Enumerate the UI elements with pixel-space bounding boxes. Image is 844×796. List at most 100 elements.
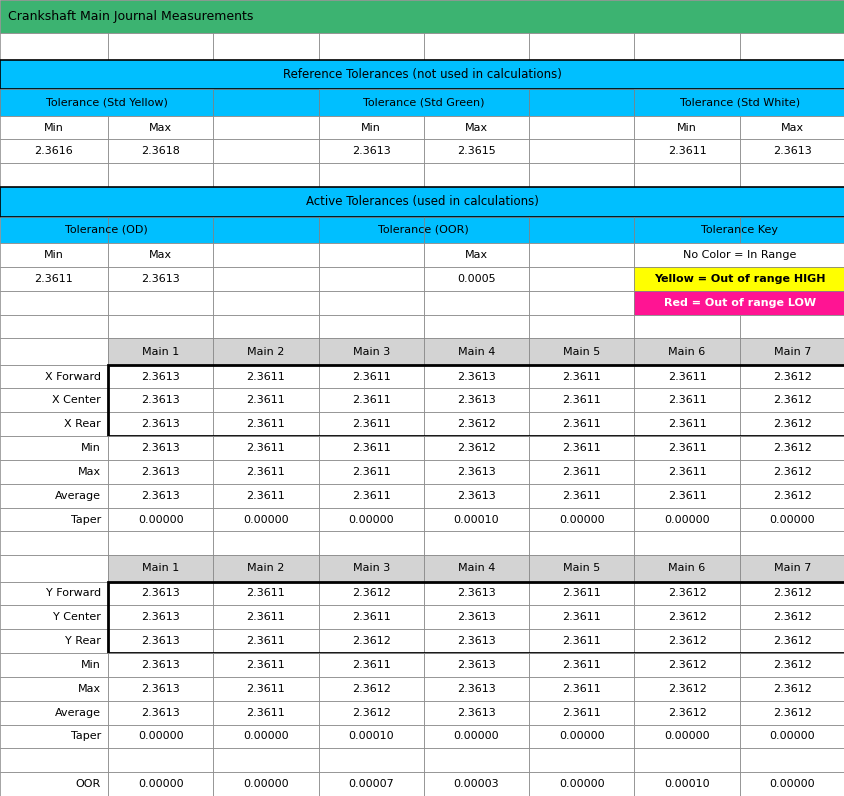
Bar	[528, 139, 634, 163]
Text: Main 4: Main 4	[457, 564, 495, 573]
Bar	[634, 314, 738, 338]
Text: 2.3611: 2.3611	[351, 612, 390, 622]
Text: Min: Min	[44, 123, 64, 132]
Bar	[108, 653, 213, 677]
Bar	[528, 115, 634, 139]
Text: 2.3612: 2.3612	[772, 467, 811, 477]
Bar	[108, 115, 213, 139]
Text: 2.3611: 2.3611	[667, 467, 706, 477]
Text: 0.00000: 0.00000	[243, 779, 289, 789]
Bar	[0, 484, 108, 508]
Bar	[528, 291, 634, 314]
Text: Tolerance Key: Tolerance Key	[701, 225, 777, 235]
Bar	[738, 365, 844, 388]
Text: 2.3612: 2.3612	[772, 708, 811, 717]
Bar	[213, 267, 318, 291]
Text: 2.3613: 2.3613	[141, 419, 180, 429]
Bar	[108, 33, 213, 60]
Text: Main 5: Main 5	[562, 564, 600, 573]
Bar	[0, 89, 213, 115]
Bar	[0, 582, 108, 605]
Bar	[528, 243, 634, 267]
Bar	[528, 629, 634, 653]
Text: 2.3613: 2.3613	[141, 684, 180, 694]
Bar	[0, 629, 108, 653]
Bar	[318, 556, 424, 582]
Bar	[634, 653, 738, 677]
Text: 0.00000: 0.00000	[769, 514, 814, 525]
Text: 2.3611: 2.3611	[35, 274, 73, 284]
Bar	[108, 582, 844, 653]
Bar	[318, 139, 424, 163]
Bar	[213, 653, 318, 677]
Bar	[738, 33, 844, 60]
Text: 2.3611: 2.3611	[246, 636, 285, 646]
Text: 2.3612: 2.3612	[351, 636, 390, 646]
Bar	[634, 291, 844, 314]
Text: Max: Max	[780, 123, 803, 132]
Text: 2.3612: 2.3612	[667, 612, 706, 622]
Bar	[738, 556, 844, 582]
Bar	[424, 314, 528, 338]
Text: Average: Average	[55, 708, 101, 717]
Bar	[424, 772, 528, 796]
Bar	[634, 89, 738, 115]
Bar	[528, 508, 634, 532]
Bar	[318, 388, 424, 412]
Text: 0.00000: 0.00000	[348, 514, 393, 525]
Bar	[528, 217, 634, 243]
Bar	[0, 436, 108, 460]
Text: 2.3611: 2.3611	[246, 612, 285, 622]
Bar	[738, 243, 844, 267]
Bar	[634, 267, 844, 291]
Text: 2.3611: 2.3611	[667, 490, 706, 501]
Bar	[213, 139, 318, 163]
Bar	[528, 677, 634, 700]
Bar	[0, 243, 108, 267]
Text: 2.3613: 2.3613	[141, 274, 180, 284]
Text: 2.3612: 2.3612	[772, 660, 811, 670]
Text: 0.00003: 0.00003	[453, 779, 499, 789]
Bar	[424, 267, 528, 291]
Bar	[738, 139, 844, 163]
Bar	[108, 700, 213, 724]
Bar	[424, 677, 528, 700]
Bar	[108, 748, 213, 772]
Bar	[318, 605, 424, 629]
Text: 0.00000: 0.00000	[243, 514, 289, 525]
Text: 2.3611: 2.3611	[562, 467, 600, 477]
Bar	[0, 532, 108, 556]
Text: 2.3611: 2.3611	[351, 372, 390, 381]
Text: 0.00000: 0.00000	[559, 514, 604, 525]
Bar	[0, 700, 108, 724]
Bar	[424, 33, 528, 60]
Text: 2.3611: 2.3611	[246, 490, 285, 501]
Bar	[424, 484, 528, 508]
Text: X Rear: X Rear	[64, 419, 101, 429]
Text: X Center: X Center	[52, 396, 101, 405]
Bar	[528, 89, 634, 115]
Text: 2.3611: 2.3611	[667, 372, 706, 381]
Bar	[424, 556, 528, 582]
Bar	[0, 338, 108, 365]
Bar	[0, 365, 108, 388]
Bar	[424, 139, 528, 163]
Text: Min: Min	[44, 250, 64, 260]
Bar	[0, 388, 108, 412]
Bar	[108, 460, 213, 484]
Bar	[318, 243, 424, 267]
Text: 2.3612: 2.3612	[772, 490, 811, 501]
Bar	[0, 89, 108, 115]
Bar	[738, 388, 844, 412]
Bar	[108, 772, 213, 796]
Bar	[0, 217, 108, 243]
Text: 2.3613: 2.3613	[141, 588, 180, 599]
Text: 0.00000: 0.00000	[243, 732, 289, 741]
Text: 2.3612: 2.3612	[351, 588, 390, 599]
Bar	[424, 291, 528, 314]
Text: 2.3612: 2.3612	[667, 588, 706, 599]
Bar	[424, 217, 528, 243]
Bar	[634, 460, 738, 484]
Text: 2.3611: 2.3611	[246, 443, 285, 453]
Bar	[108, 484, 213, 508]
